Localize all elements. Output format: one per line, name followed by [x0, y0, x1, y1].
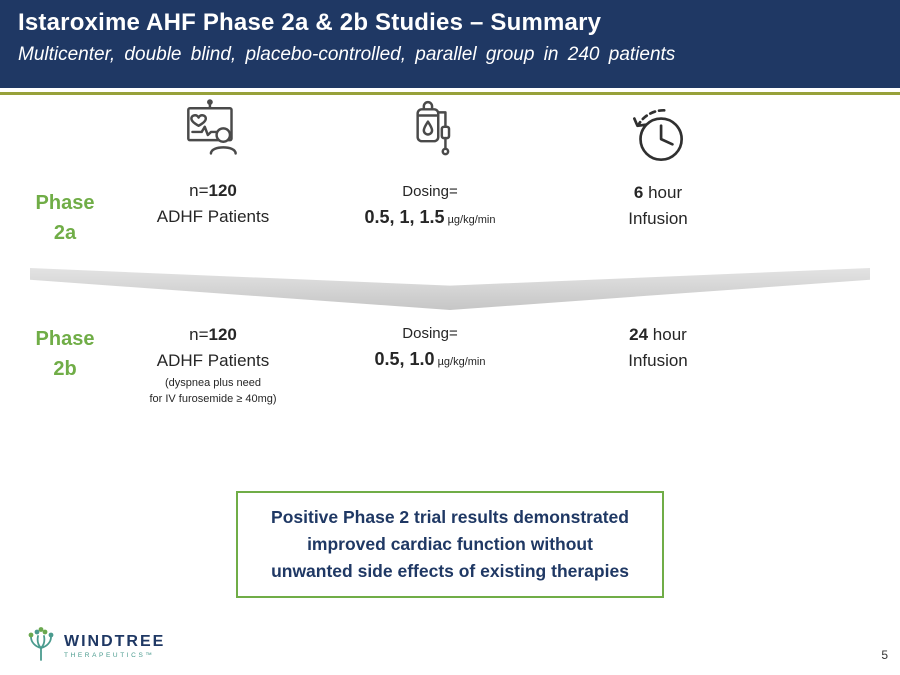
windtree-logo: WINDTREE THERAPEUTICS™: [24, 626, 165, 667]
phase-2a-dosing: Dosing= 0.5, 1, 1.5 µg/kg/min: [335, 180, 525, 233]
phase-2b-patients: n=120 ADHF Patients (dyspnea plus need f…: [123, 322, 303, 406]
phase-2b-note-line1: (dyspnea plus need: [164, 377, 261, 389]
phase-2a-dosing-label: Dosing=: [402, 183, 458, 200]
phase-2b-infusion-label: Infusion: [628, 351, 688, 370]
slide-subtitle: Multicenter, double blind, placebo-contr…: [18, 44, 676, 65]
callout-line2: improved cardiac function without: [307, 534, 593, 554]
windtree-wordmark: WINDTREE THERAPEUTICS™: [64, 633, 166, 660]
phase-2b-dosing-values: 0.5, 1.0 µg/kg/min: [374, 349, 486, 369]
phase-2b-dosing-label: Dosing=: [402, 325, 458, 342]
phase-2b-label: Phase 2b: [35, 328, 95, 380]
iv-infusion-bag-icon: [370, 98, 490, 170]
phase-2a-n: n=120: [189, 181, 237, 200]
header-accent-bar: [0, 92, 900, 95]
phase-2a-dosing-values: 0.5, 1, 1.5 µg/kg/min: [364, 207, 496, 227]
phase-2b-hours: 24 hour: [629, 325, 687, 344]
phase-transition-chevron: [30, 268, 870, 310]
results-callout-box: Positive Phase 2 trial results demonstra…: [236, 491, 664, 598]
phase-2a-patients: n=120 ADHF Patients: [128, 178, 298, 230]
phase-2a-label: Phase 2a: [35, 192, 95, 244]
phase-2a-patients-label: ADHF Patients: [156, 207, 270, 226]
brand-name: WINDTREE: [64, 633, 166, 650]
brand-tagline: THERAPEUTICS™: [64, 652, 155, 659]
infusion-clock-icon: [598, 98, 718, 170]
phase-2b-dosing: Dosing= 0.5, 1.0 µg/kg/min: [335, 322, 525, 375]
slide-header: Istaroxime AHF Phase 2a & 2b Studies – S…: [0, 0, 900, 88]
clinical-trial-poster-icon: [153, 98, 273, 170]
page-number: 5: [881, 648, 888, 662]
phase-2b-n: n=120: [189, 325, 237, 344]
callout-line1: Positive Phase 2 trial results demonstra…: [271, 507, 629, 527]
phase-2b-note-line2: for IV furosemide ≥ 40mg): [149, 393, 277, 405]
phase-2a-duration: 6 hour Infusion: [588, 180, 728, 232]
windtree-tree-icon: [24, 626, 58, 667]
phase-2a-infusion-label: Infusion: [628, 209, 688, 228]
phase-2b-patients-label: ADHF Patients: [156, 351, 270, 370]
phase-2a-hours: 6 hour: [633, 183, 683, 202]
callout-line3: unwanted side effects of existing therap…: [271, 561, 629, 581]
slide-title: Istaroxime AHF Phase 2a & 2b Studies – S…: [18, 9, 602, 36]
phase-2b-duration: 24 hour Infusion: [588, 322, 728, 374]
